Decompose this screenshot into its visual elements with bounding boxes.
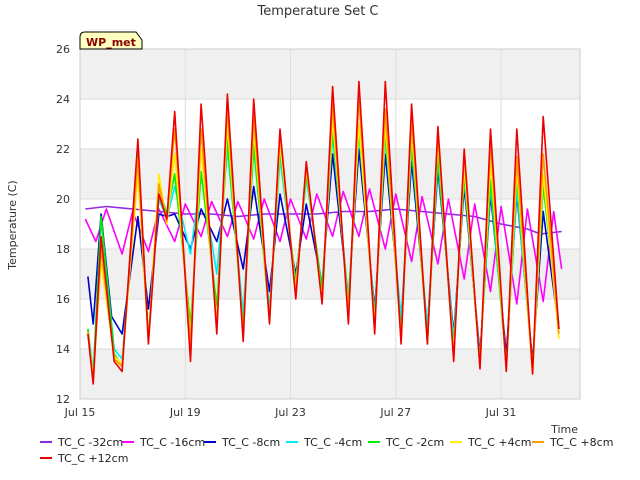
y-tick-label: 24 (56, 93, 70, 106)
legend-swatch (204, 441, 216, 443)
legend-item: TC_C -4cm (286, 436, 362, 450)
y-tick-label: 20 (56, 193, 70, 206)
legend-item: TC_C -16cm (122, 436, 205, 450)
plot-frame (79, 48, 581, 400)
y-axis-label: Temperature (C) (6, 180, 19, 270)
legend-item: TC_C +12cm (40, 452, 128, 466)
y-tick-label: 12 (56, 393, 70, 406)
legend-label: TC_C -16cm (140, 436, 206, 449)
legend-label: TC_C +8cm (550, 436, 614, 449)
legend-label: TC_C +12cm (58, 452, 129, 465)
y-tick-label: 26 (56, 43, 70, 56)
legend-item: TC_C +4cm (450, 436, 531, 450)
background-band (80, 49, 580, 99)
series-line-7 (87, 80, 560, 385)
chart-title: Temperature Set C (256, 4, 378, 19)
legend-item: TC_C -8cm (204, 436, 280, 450)
x-axis-label: Time (550, 423, 578, 436)
legend-swatch (286, 441, 298, 443)
legend-item: TC_C -32cm (40, 436, 123, 450)
y-tick-label: 18 (56, 243, 70, 256)
legend-swatch (450, 441, 462, 443)
legend: TC_C -32cm TC_C -16cm TC_C -8cm TC_C -4cm TC… (40, 436, 640, 476)
series-layer (84, 80, 563, 385)
y-tick-label: 16 (56, 293, 70, 306)
legend-swatch (122, 441, 134, 443)
station-tag-box (79, 31, 143, 50)
x-tick-label: Jul 23 (274, 406, 306, 419)
legend-label: TC_C -8cm (222, 436, 281, 449)
legend-swatch (532, 441, 544, 443)
legend-swatch (368, 441, 380, 443)
legend-item: TC_C -2cm (368, 436, 444, 450)
axes: 12 14 16 18 20 22 24 26 Jul 15 Jul 19 Jul 23 Jul 27… (56, 43, 581, 419)
y-tick-label: 14 (56, 343, 70, 356)
background-band (80, 349, 580, 399)
legend-label: TC_C -32cm (58, 436, 124, 449)
legend-swatch (40, 457, 52, 459)
x-tick-label: Jul 27 (379, 406, 411, 419)
legend-label: TC_C -4cm (304, 436, 363, 449)
x-tick-label: Jul 31 (485, 406, 517, 419)
legend-label: TC_C -2cm (386, 436, 445, 449)
legend-label: TC_C +4cm (468, 436, 532, 449)
station-tag-label: WP_met (86, 36, 136, 49)
legend-item: TC_C +8cm (532, 436, 613, 450)
y-tick-label: 22 (56, 143, 70, 156)
legend-swatch (40, 441, 52, 443)
x-tick-label: Jul 19 (169, 406, 201, 419)
x-tick-label: Jul 15 (64, 406, 96, 419)
station-tag: WP_met (79, 31, 143, 50)
